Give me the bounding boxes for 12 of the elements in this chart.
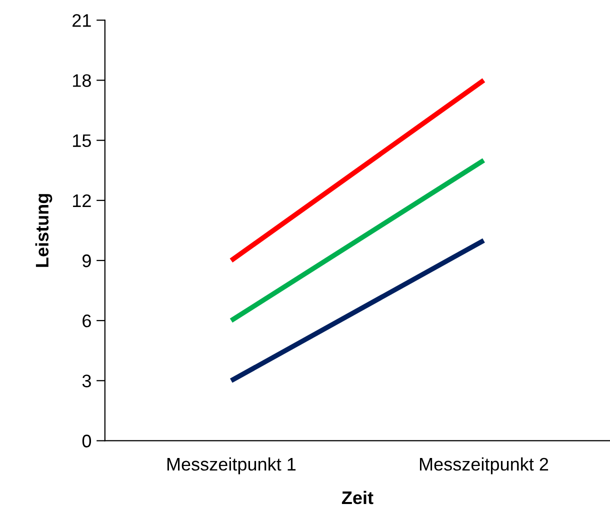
y-axis-title: Leistung xyxy=(35,194,52,267)
x-tick-label: Messzeitpunkt 1 xyxy=(167,457,296,474)
x-tick-label: Messzeitpunkt 2 xyxy=(420,457,548,474)
y-tick-label: 12 xyxy=(73,194,91,207)
y-tick-label: 6 xyxy=(82,314,91,328)
y-tick-label: 21 xyxy=(72,14,91,27)
y-tick-label: 3 xyxy=(82,374,91,388)
y-tick-label: 18 xyxy=(73,74,91,87)
y-tick-label: 15 xyxy=(73,134,91,148)
y-tick-label: 9 xyxy=(82,254,91,268)
y-tick-label: 0 xyxy=(82,434,92,448)
x-axis-title: Zeit xyxy=(342,490,374,504)
